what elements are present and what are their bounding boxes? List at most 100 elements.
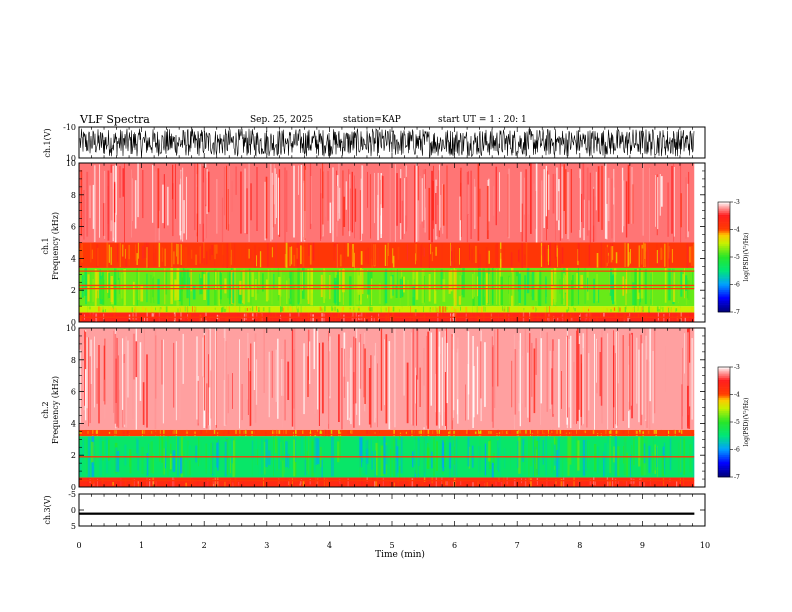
spectrogram-streak bbox=[491, 479, 493, 486]
spectrogram-streak bbox=[459, 196, 461, 241]
spectrogram-streak bbox=[287, 453, 290, 469]
spectrogram-streak bbox=[125, 248, 126, 259]
spectrogram-streak bbox=[651, 308, 653, 312]
spectrogram-streak bbox=[376, 430, 378, 433]
colorbar-tick-label: -6 bbox=[734, 447, 740, 454]
spectrogram-streak bbox=[421, 244, 422, 267]
spectrogram-streak bbox=[347, 431, 349, 435]
spectrogram-streak bbox=[79, 432, 81, 436]
spectrogram-streak bbox=[531, 429, 533, 436]
spectrogram-streak bbox=[250, 183, 252, 221]
spectrogram-streak bbox=[374, 342, 377, 418]
spectrogram-streak bbox=[551, 442, 553, 473]
spectrogram-streak bbox=[573, 306, 575, 310]
spectrogram-streak bbox=[223, 338, 225, 380]
spectrogram-streak bbox=[685, 177, 687, 239]
spectrogram-streak bbox=[327, 171, 329, 221]
spectrogram-streak bbox=[323, 306, 325, 312]
colorbar-segment bbox=[718, 255, 730, 258]
colorbar-segment bbox=[718, 387, 730, 390]
spectrogram-streak bbox=[90, 242, 92, 263]
spectrogram-streak bbox=[651, 477, 653, 487]
spectrogram-streak bbox=[224, 429, 226, 436]
spectrogram-streak bbox=[519, 333, 521, 427]
spectrogram-streak bbox=[143, 329, 145, 427]
spectrogram-streak bbox=[535, 163, 538, 243]
spectrogram-streak bbox=[81, 430, 84, 436]
spectrogram-streak bbox=[338, 187, 341, 219]
spectrogram-streak bbox=[497, 452, 499, 469]
spectrogram-streak bbox=[93, 445, 97, 466]
spectrogram-streak bbox=[84, 330, 85, 406]
spectrogram-streak bbox=[173, 251, 175, 265]
spectrogram-streak bbox=[682, 347, 683, 417]
spectrogram-streak bbox=[322, 171, 324, 225]
spectrogram-streak bbox=[440, 354, 442, 415]
spectrogram-streak bbox=[280, 306, 282, 313]
spectrogram-streak bbox=[378, 283, 381, 304]
spectrogram-streak bbox=[673, 306, 675, 313]
spectrogram-streak bbox=[367, 247, 369, 265]
spectrogram-streak bbox=[686, 243, 689, 268]
spectrogram-streak bbox=[633, 307, 635, 311]
spectrogram-streak bbox=[374, 172, 375, 224]
spectrogram-streak bbox=[313, 328, 315, 370]
colorbar-segment bbox=[718, 473, 730, 476]
spectrogram-streak bbox=[205, 307, 207, 312]
spectrogram-streak bbox=[296, 247, 298, 259]
spectrogram-streak bbox=[136, 268, 138, 306]
spectrogram-streak bbox=[406, 243, 408, 261]
spectrogram-streak bbox=[431, 251, 433, 262]
spectrogram-streak bbox=[93, 247, 95, 267]
spectrogram-streak bbox=[264, 181, 266, 241]
spectrogram-streak bbox=[232, 306, 234, 311]
spectrogram-streak bbox=[307, 312, 310, 321]
spectrogram-streak bbox=[488, 430, 490, 435]
spectrogram-streak bbox=[527, 168, 530, 215]
spectrogram-streak bbox=[157, 278, 160, 305]
spectrogram-streak bbox=[141, 446, 144, 474]
spectrogram-streak bbox=[343, 348, 346, 398]
spectrogram-streak bbox=[445, 481, 446, 486]
spectrogram-streak bbox=[563, 477, 565, 487]
x-tick-label: 3 bbox=[264, 541, 269, 550]
spectrogram-streak bbox=[213, 430, 216, 435]
spectrogram-streak bbox=[233, 478, 235, 485]
spectrogram-streak bbox=[107, 170, 110, 241]
spectrogram-streak bbox=[570, 335, 572, 429]
spectrogram-streak bbox=[389, 479, 390, 484]
spectrogram-streak bbox=[546, 478, 548, 487]
spectrogram-streak bbox=[119, 166, 121, 198]
spectrogram-streak bbox=[229, 456, 231, 474]
spectrogram-streak bbox=[593, 477, 595, 486]
spectrogram-streak bbox=[285, 441, 288, 468]
spectrogram-streak bbox=[593, 278, 595, 304]
spectrogram-streak bbox=[249, 308, 252, 311]
spectrogram-streak bbox=[358, 249, 360, 268]
spectrogram-streak bbox=[93, 446, 95, 477]
colorbar-segment bbox=[718, 396, 730, 399]
spectrogram-streak bbox=[574, 308, 576, 312]
spectrogram-streak bbox=[438, 331, 441, 413]
spectrogram-streak bbox=[387, 479, 389, 487]
colorbar-segment bbox=[718, 262, 730, 265]
spectrogram-streak bbox=[444, 306, 447, 312]
spectrogram-streak bbox=[274, 430, 276, 435]
spectrogram-streak bbox=[281, 307, 282, 312]
spectrogram-streak bbox=[561, 166, 563, 239]
spectrogram-streak bbox=[597, 166, 600, 222]
spectrogram-streak bbox=[207, 171, 210, 213]
spectrogram-streak bbox=[291, 329, 294, 427]
spectrogram-streak bbox=[241, 314, 243, 322]
spectrogram-streak bbox=[565, 169, 567, 234]
spectrogram-streak bbox=[436, 186, 438, 237]
spectrogram-streak bbox=[652, 351, 654, 424]
spectrogram-streak bbox=[356, 480, 359, 485]
spectrogram-streak bbox=[395, 454, 397, 476]
spectrogram-band bbox=[79, 477, 695, 487]
spectrogram-streak bbox=[282, 307, 284, 312]
spectrogram-streak bbox=[476, 346, 479, 415]
spectrogram-streak bbox=[354, 175, 355, 239]
spectrogram-streak bbox=[140, 284, 144, 302]
